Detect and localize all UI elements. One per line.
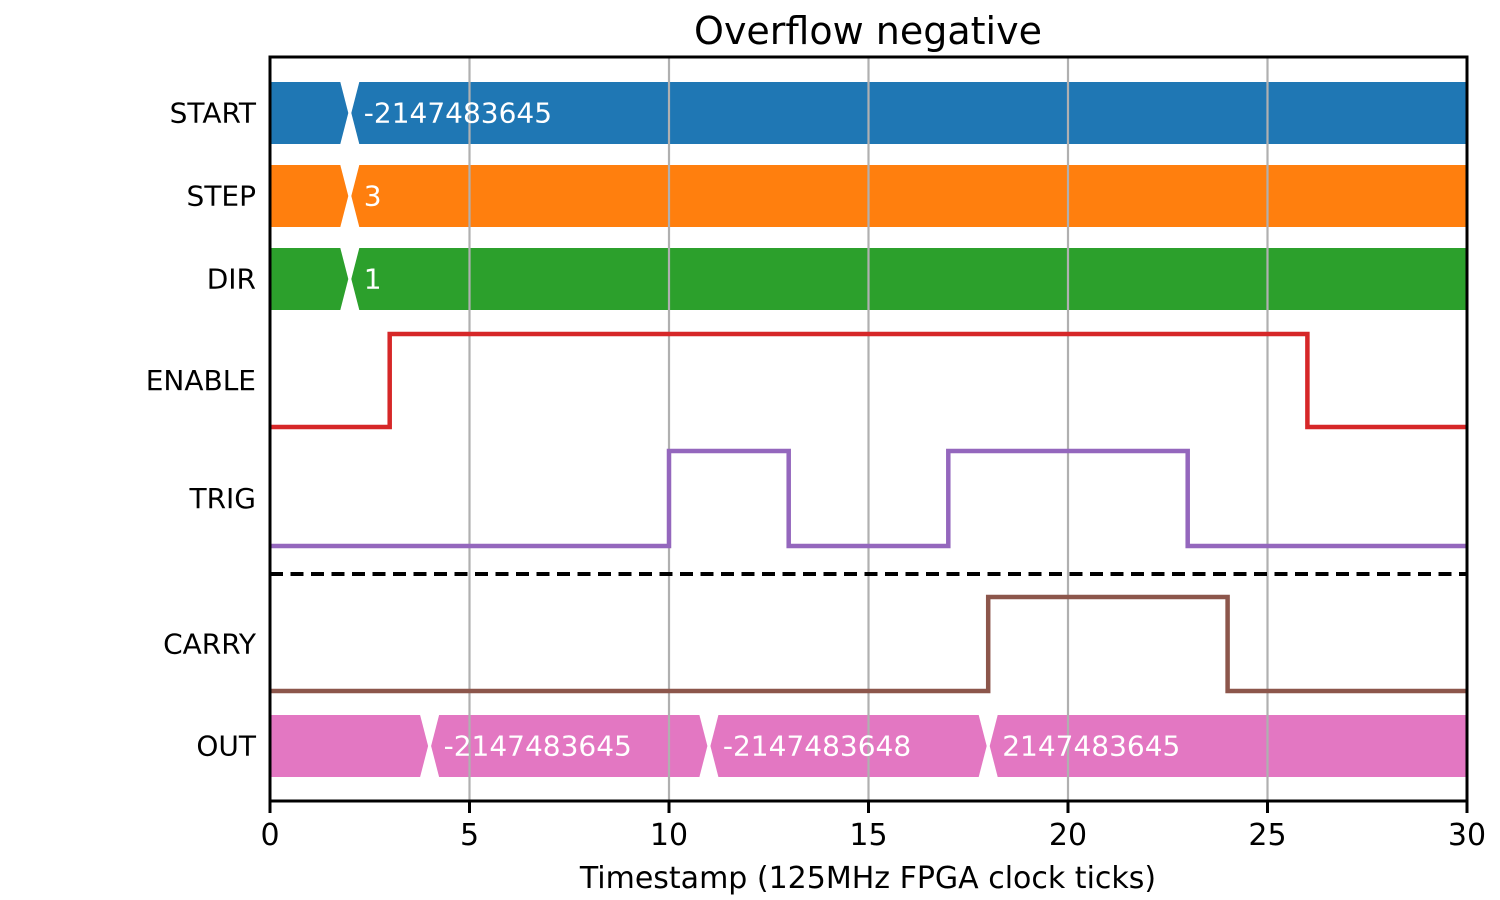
x-axis-label: Timestamp (125MHz FPGA clock ticks) bbox=[579, 861, 1156, 896]
row-label-enable: ENABLE bbox=[146, 364, 256, 397]
x-tick-label: 30 bbox=[1448, 818, 1486, 853]
bus-value-step: 3 bbox=[364, 180, 382, 213]
x-tick-label: 25 bbox=[1248, 818, 1286, 853]
bus-segment-step bbox=[351, 165, 1467, 227]
bus-segment-start bbox=[270, 82, 349, 144]
bus-segment-start bbox=[351, 82, 1467, 144]
bus-value-out: -2147483648 bbox=[723, 730, 911, 763]
bus-segment-step bbox=[270, 165, 349, 227]
bus-value-start: -2147483645 bbox=[364, 97, 552, 130]
row-label-step: STEP bbox=[187, 180, 256, 213]
bus-segment-dir bbox=[351, 248, 1467, 310]
logic-lines-layer bbox=[270, 331, 1467, 694]
row-label-out: OUT bbox=[196, 730, 257, 763]
axes-layer: 0 5 10 15 20 25 30 bbox=[260, 55, 1486, 853]
text-layer: Overflow negative Timestamp (125MHz FPGA… bbox=[146, 9, 1156, 896]
bus-segment-dir bbox=[270, 248, 349, 310]
bus-segment-out bbox=[710, 715, 987, 777]
x-tick-label: 10 bbox=[650, 818, 688, 853]
row-label-start: START bbox=[170, 97, 257, 130]
x-tick-label: 20 bbox=[1049, 818, 1087, 853]
logic-line-enable bbox=[270, 331, 1467, 430]
bus-segment-out bbox=[989, 715, 1467, 777]
row-label-carry: CARRY bbox=[163, 628, 257, 661]
bus-segment-out bbox=[270, 715, 429, 777]
logic-line-trig bbox=[270, 448, 1467, 549]
bus-value-out: 2147483645 bbox=[1002, 730, 1180, 763]
chart-title: Overflow negative bbox=[694, 9, 1042, 53]
row-label-dir: DIR bbox=[207, 263, 256, 296]
x-tick-label: 5 bbox=[460, 818, 479, 853]
bus-value-out: -2147483645 bbox=[444, 730, 632, 763]
x-tick-label: 0 bbox=[260, 818, 279, 853]
x-tick-label: 15 bbox=[849, 818, 887, 853]
logic-line-carry bbox=[270, 594, 1467, 694]
bus-segment-out bbox=[431, 715, 708, 777]
bus-bands-layer bbox=[270, 82, 1467, 777]
row-label-trig: TRIG bbox=[188, 482, 256, 515]
bus-labels-layer: -2147483645 3 1 -2147483645 -2147483648 21474… bbox=[364, 97, 1181, 763]
bus-value-dir: 1 bbox=[364, 263, 382, 296]
